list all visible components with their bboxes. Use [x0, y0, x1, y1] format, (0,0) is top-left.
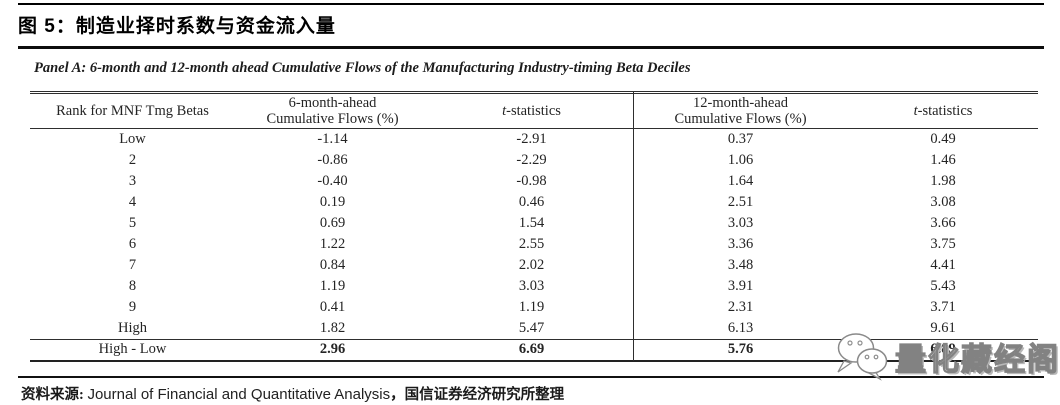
rank-cell: 7 [128, 256, 137, 273]
value-cell: 5.76 [633, 338, 848, 362]
value-cell: 1.19 [319, 277, 346, 294]
header-line: Cumulative Flows (%) [266, 111, 399, 128]
wechat-bubbles-icon [837, 333, 888, 381]
value-cell: 6.69 [430, 338, 633, 362]
value-cell: 3.91 [727, 277, 754, 294]
header-12m-flows: 12-month-ahead Cumulative Flows (%) [633, 95, 848, 129]
table-row: Low -1.14 -2.91 0.37 0.49 [30, 128, 1038, 150]
header-rank: Rank for MNF Tmg Betas [30, 95, 235, 129]
value-cell: 3.71 [930, 298, 956, 315]
beta-deciles-table: Rank for MNF Tmg Betas 6-month-ahead Cum… [30, 95, 1038, 362]
source-label: 资料来源: [21, 387, 88, 403]
value-cell: 2.55 [518, 235, 545, 252]
header-line: 6-month-ahead [288, 95, 377, 112]
value-cell: 0.46 [518, 193, 545, 210]
table-row: 9 0.41 1.19 2.31 3.71 [30, 297, 1038, 318]
summary-row: High - Low 2.96 6.69 5.76 6.89 [30, 338, 1038, 362]
value-cell: 0.84 [319, 256, 346, 273]
value-cell: 1.64 [727, 172, 754, 189]
value-cell: 3.48 [727, 256, 754, 273]
table-body: Low -1.14 -2.91 0.37 0.49 2 -0.86 -2.29 1.06 1.46… [30, 128, 1038, 339]
value-cell: -0.98 [516, 172, 547, 189]
rank-cell: High - Low [30, 338, 235, 362]
tstat-italic-t: t [913, 103, 918, 120]
rank-cell: Low [119, 130, 146, 147]
value-cell: 3.66 [930, 214, 956, 231]
table-row: High 1.82 5.47 6.13 9.61 [30, 318, 1038, 340]
rank-cell: 5 [128, 214, 137, 231]
source-line: 资料来源: Journal of Financial and Quantitat… [21, 383, 564, 404]
panel-caption: Panel A: 6-month and 12-month ahead Cumu… [34, 60, 691, 76]
value-cell: -1.14 [317, 130, 348, 147]
value-cell: 3.36 [727, 235, 754, 252]
rank-cell: 6 [128, 235, 137, 252]
table-top-border [30, 91, 1038, 94]
value-cell: 0.19 [319, 193, 346, 210]
value-cell: 2.31 [727, 298, 754, 315]
header-tstat-12m: t-statistics [848, 95, 1038, 129]
table-header-row: Rank for MNF Tmg Betas 6-month-ahead Cum… [30, 95, 1038, 129]
table-row: 7 0.84 2.02 3.48 4.41 [30, 255, 1038, 276]
value-cell: 5.47 [518, 319, 545, 336]
top-rule [18, 3, 1044, 5]
value-cell: 5.43 [930, 277, 956, 294]
value-cell: 2.96 [235, 338, 430, 362]
rank-cell: 2 [128, 151, 137, 168]
rank-cell: 3 [128, 172, 137, 189]
value-cell: -2.29 [516, 151, 547, 168]
table-row: 6 1.22 2.55 3.36 3.75 [30, 234, 1038, 255]
figure-bottom-rule [18, 376, 1044, 378]
value-cell: -0.40 [317, 172, 348, 189]
value-cell: 0.41 [319, 298, 346, 315]
header-line: 12-month-ahead [692, 95, 789, 112]
value-cell: 0.49 [930, 130, 956, 147]
value-cell: -0.86 [317, 151, 348, 168]
value-cell: 2.51 [727, 193, 754, 210]
header-tstat-6m: t-statistics [430, 95, 633, 129]
title-underline-rule [18, 46, 1044, 49]
table-row: 4 0.19 0.46 2.51 3.08 [30, 192, 1038, 213]
value-cell: 1.46 [930, 151, 956, 168]
table-row: 5 0.69 1.54 3.03 3.66 [30, 213, 1038, 234]
value-cell: 1.54 [518, 214, 545, 231]
rank-cell: 4 [128, 193, 137, 210]
tstat-rest: -statistics [917, 103, 973, 120]
table-row: 2 -0.86 -2.29 1.06 1.46 [30, 150, 1038, 171]
rank-cell: 8 [128, 277, 137, 294]
table-row: 3 -0.40 -0.98 1.64 1.98 [30, 171, 1038, 192]
watermark: 量化藏经阁 [831, 331, 1060, 381]
rank-cell: High [118, 319, 147, 336]
source-institution: ，国信证券经济研究所整理 [390, 387, 565, 403]
table-center-divider [633, 91, 634, 361]
value-cell: 6.89 [848, 338, 1038, 362]
value-cell: 0.69 [319, 214, 346, 231]
value-cell: 1.82 [319, 319, 346, 336]
header-line: Cumulative Flows (%) [674, 111, 807, 128]
table-row: 8 1.19 3.03 3.91 5.43 [30, 276, 1038, 297]
watermark-text: 量化藏经阁 [894, 341, 1060, 377]
tstat-italic-t: t [502, 103, 507, 120]
header-6m-flows: 6-month-ahead Cumulative Flows (%) [235, 95, 430, 129]
value-cell: 3.08 [930, 193, 956, 210]
value-cell: 3.03 [727, 214, 754, 231]
rank-cell: 9 [128, 298, 137, 315]
value-cell: 1.98 [930, 172, 956, 189]
value-cell: 4.41 [930, 256, 956, 273]
tstat-rest: -statistics [506, 103, 561, 120]
value-cell: 1.06 [727, 151, 754, 168]
value-cell: 9.61 [930, 319, 956, 336]
value-cell: 1.22 [319, 235, 346, 252]
figure-title: 图 5：制造业择时系数与资金流入量 [18, 16, 336, 37]
value-cell: 2.02 [518, 256, 545, 273]
value-cell: 1.19 [518, 298, 545, 315]
value-cell: 0.37 [727, 130, 754, 147]
source-journal: Journal of Financial and Quantitative An… [87, 386, 391, 403]
value-cell: 3.75 [930, 235, 956, 252]
value-cell: -2.91 [516, 130, 547, 147]
value-cell: 3.03 [518, 277, 545, 294]
value-cell: 6.13 [727, 319, 754, 336]
